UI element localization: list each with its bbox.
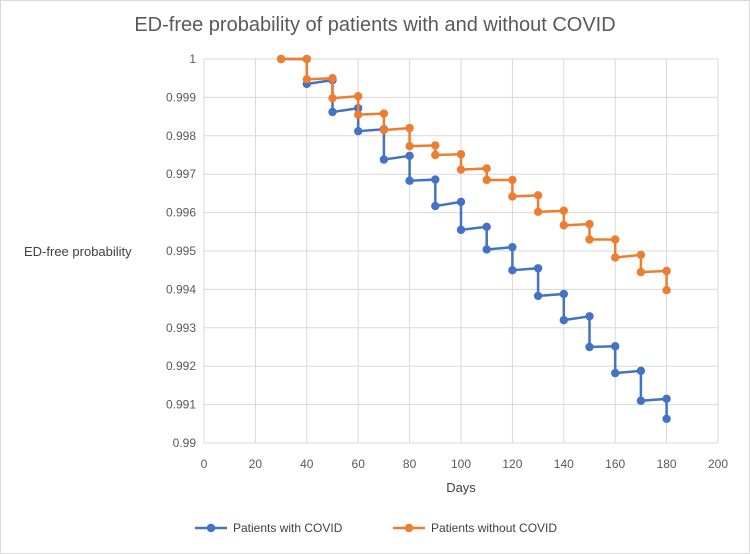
data-point xyxy=(456,150,466,159)
data-point xyxy=(379,155,389,164)
data-point xyxy=(559,206,568,215)
data-point xyxy=(431,141,440,150)
data-point xyxy=(431,150,440,160)
data-point xyxy=(662,285,671,295)
data-point xyxy=(611,342,620,351)
x-tick-label: 20 xyxy=(249,457,263,471)
data-point xyxy=(662,266,671,276)
data-point xyxy=(379,125,389,135)
x-tick-label: 0 xyxy=(201,457,208,471)
data-point xyxy=(354,126,363,136)
data-point xyxy=(405,123,414,133)
data-point xyxy=(405,151,414,160)
legend: Patients with COVID Patients without COVI… xyxy=(195,521,557,535)
data-point xyxy=(405,176,414,185)
legend-item: Patients without COVID xyxy=(393,521,557,535)
data-point xyxy=(328,74,337,83)
data-point xyxy=(431,201,440,211)
y-axis-title: ED-free probability xyxy=(24,244,132,259)
data-point xyxy=(662,394,671,404)
y-tick-label: 0.999 xyxy=(166,90,196,104)
legend-swatch-marker xyxy=(206,523,216,533)
data-point xyxy=(456,197,466,207)
y-tick-label: 0.992 xyxy=(166,359,196,373)
y-tick-label: 0.993 xyxy=(166,321,196,335)
data-point xyxy=(585,235,594,244)
data-point xyxy=(585,219,594,229)
data-point xyxy=(636,250,646,260)
x-tick-label: 60 xyxy=(352,457,366,471)
legend-label: Patients with COVID xyxy=(233,521,343,535)
x-tick-label: 40 xyxy=(300,457,314,471)
data-point xyxy=(559,315,568,325)
x-tick-label: 80 xyxy=(403,457,417,471)
y-tick-label: 0.998 xyxy=(166,129,196,143)
x-tick-label: 120 xyxy=(502,457,522,471)
data-point xyxy=(456,165,466,174)
data-point xyxy=(302,54,311,64)
data-point xyxy=(611,253,620,262)
data-point xyxy=(354,110,363,119)
y-tick-label: 0.995 xyxy=(166,244,196,258)
legend-label: Patients without COVID xyxy=(431,521,557,535)
legend-swatch-marker xyxy=(404,523,414,533)
data-point xyxy=(379,109,389,118)
data-point xyxy=(611,235,620,244)
data-point xyxy=(456,225,466,235)
data-point xyxy=(482,175,491,185)
x-tick-label: 100 xyxy=(451,457,471,471)
data-point xyxy=(533,264,543,273)
y-tick-label: 0.99 xyxy=(173,436,197,450)
data-point xyxy=(302,75,311,84)
data-point xyxy=(533,291,543,301)
data-point xyxy=(328,93,337,103)
data-point xyxy=(431,175,440,184)
data-point xyxy=(533,191,543,200)
data-point xyxy=(508,175,517,185)
y-tick-label: 0.996 xyxy=(166,206,196,220)
legend-item: Patients with COVID xyxy=(195,521,343,535)
data-point xyxy=(508,242,517,252)
data-point xyxy=(482,222,491,232)
data-point xyxy=(354,92,363,101)
x-axis-ticks: 0 20 40 60 80 100 120 140 160 180 200 xyxy=(201,457,729,471)
data-point xyxy=(636,396,646,405)
data-point xyxy=(482,164,491,173)
series-without-covid xyxy=(276,54,671,295)
y-tick-label: 0.997 xyxy=(166,167,196,181)
data-point xyxy=(636,366,646,376)
y-tick-label: 1 xyxy=(189,52,196,66)
x-tick-label: 200 xyxy=(708,457,728,471)
x-tick-label: 160 xyxy=(605,457,625,471)
series-layer xyxy=(276,54,671,424)
data-point xyxy=(508,266,517,275)
data-point xyxy=(662,414,671,424)
data-point xyxy=(559,221,568,230)
y-tick-label: 0.991 xyxy=(166,398,196,412)
data-point xyxy=(559,289,568,299)
data-point xyxy=(636,267,646,277)
data-point xyxy=(611,368,620,378)
data-point xyxy=(533,207,543,217)
x-axis-title: Days xyxy=(446,480,476,495)
data-point xyxy=(328,107,337,117)
data-point xyxy=(405,141,414,151)
data-point xyxy=(276,54,286,64)
y-axis-ticks: 0.99 0.991 0.992 0.993 0.994 0.995 0.996 0.997 0… xyxy=(166,52,196,450)
x-tick-label: 180 xyxy=(657,457,677,471)
data-point xyxy=(585,342,594,352)
x-tick-label: 140 xyxy=(554,457,574,471)
y-tick-label: 0.994 xyxy=(166,282,196,296)
chart-title: ED-free probability of patients with and… xyxy=(134,14,616,36)
data-point xyxy=(585,312,594,321)
data-point xyxy=(482,245,491,254)
data-point xyxy=(508,192,517,201)
